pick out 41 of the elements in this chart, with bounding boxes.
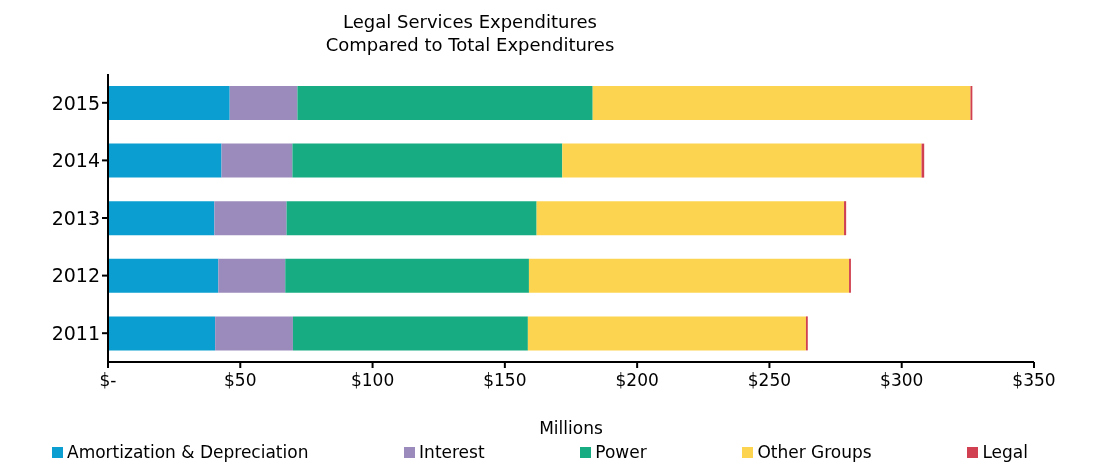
bar [292,316,528,351]
bar [215,316,293,351]
bar [286,201,537,236]
bar [229,86,298,120]
x-axis-title: Millions [539,418,603,438]
x-tick-label: $100 [350,370,395,391]
bar [108,201,215,236]
bar [214,201,287,236]
bar [221,143,293,178]
y-tick-label: 2012 [51,264,100,287]
bar [536,201,845,236]
bar [292,143,563,178]
legend-label: Legal [982,442,1028,462]
bar [562,143,922,178]
x-tick-label: $300 [880,370,924,391]
bar [297,86,593,120]
bar [592,86,971,120]
x-tick-label: $250 [747,370,792,391]
bar [108,143,222,178]
y-tick-label: 2015 [51,91,100,114]
x-tick-label: $50 [224,370,257,391]
x-tick-label: $200 [615,370,659,391]
y-tick-label: 2014 [51,149,100,172]
legend-label: Amortization & Depreciation [67,442,309,462]
bar [108,316,216,351]
bar [108,86,230,120]
x-tick-label: $150 [483,370,527,391]
bar [527,316,806,351]
legend-label: Power [595,442,647,462]
bar [844,201,847,236]
y-tick-label: 2011 [51,321,100,344]
bar [528,258,850,293]
y-tick-label: 2013 [51,206,100,229]
x-tick-label: $350 [1012,370,1056,391]
x-tick-label: $- [99,370,117,391]
legend-label: Interest [419,442,485,462]
chart-title: Legal Services Expenditures Compared to Total Expenditures [324,10,616,56]
bar [218,258,286,293]
legend-label: Other Groups [757,442,872,462]
bar [108,258,219,293]
bar [285,258,529,293]
